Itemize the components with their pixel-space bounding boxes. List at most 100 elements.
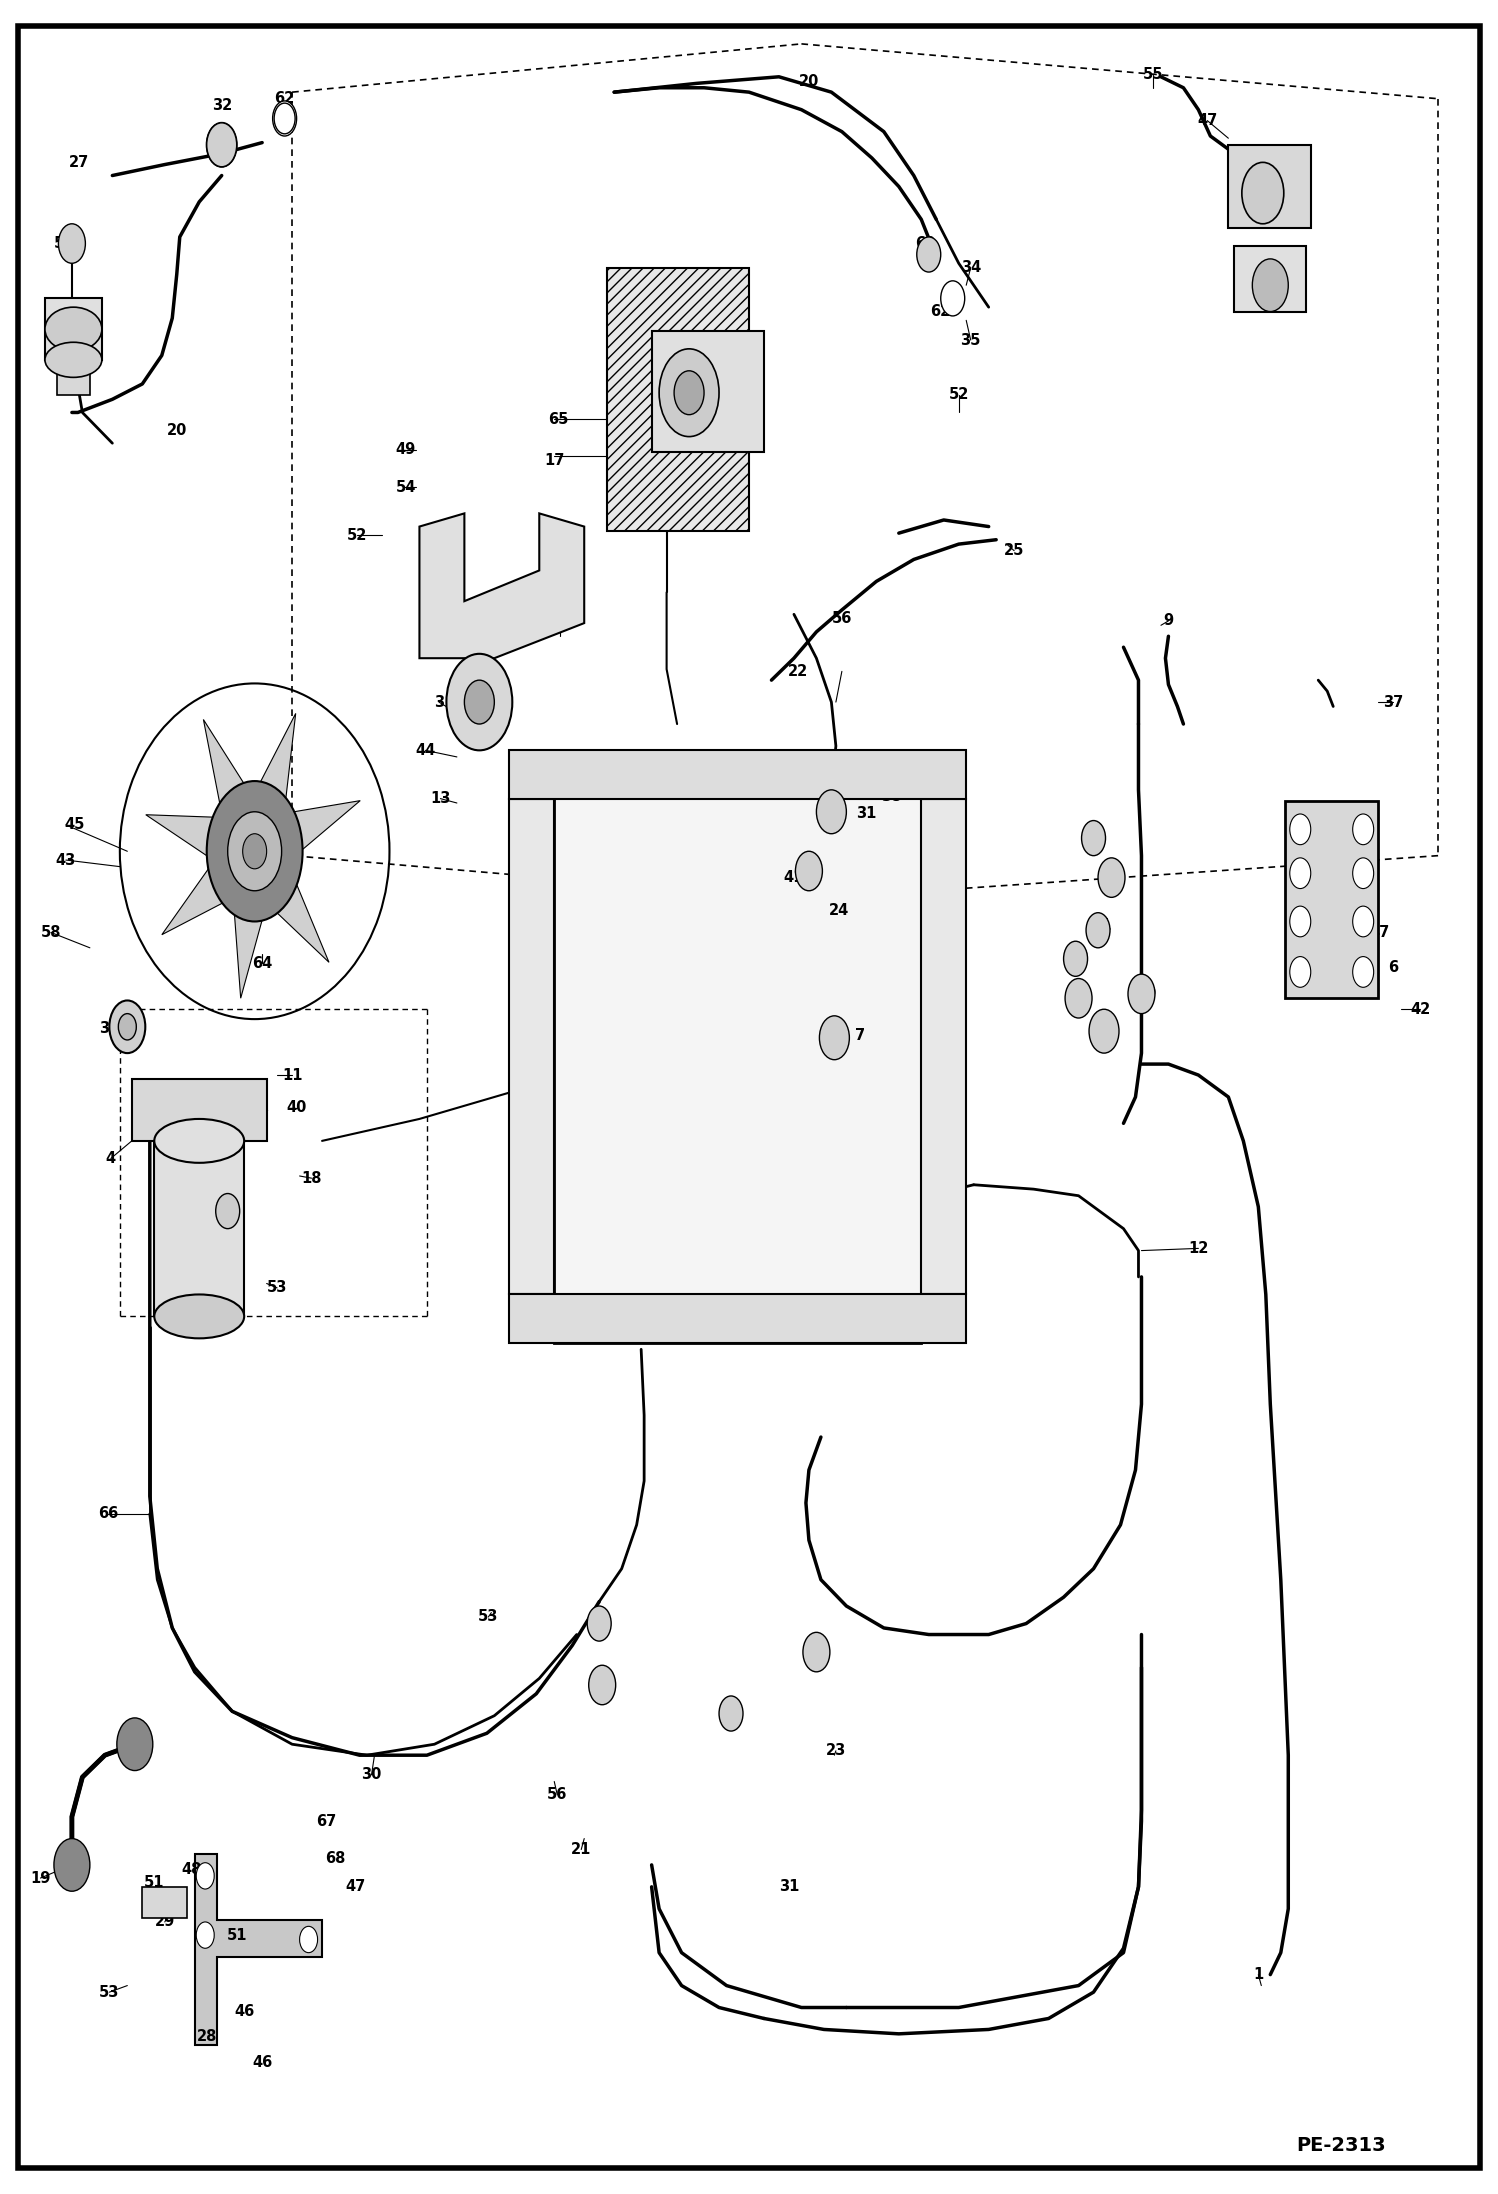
Circle shape [1290,957,1311,987]
Polygon shape [419,513,584,658]
Text: 7: 7 [812,1646,821,1659]
Text: PE-2313: PE-2313 [1296,2137,1386,2155]
Bar [142,1887,187,1918]
Circle shape [917,237,941,272]
Text: 66: 66 [97,1507,118,1520]
Text: 53: 53 [99,1986,120,1999]
Bar [554,750,921,1343]
Circle shape [1290,858,1311,889]
Text: 22: 22 [788,665,809,678]
Text: 20: 20 [166,423,187,437]
Text: 26: 26 [1320,884,1341,897]
Bar [1285,801,1378,998]
Text: 24: 24 [828,904,849,917]
Bar [45,298,102,360]
Text: 51: 51 [144,1876,165,1889]
Bar [652,331,764,452]
Text: 60: 60 [915,237,936,250]
Circle shape [719,1696,743,1731]
Text: 12: 12 [1188,1242,1209,1255]
Text: 64: 64 [252,957,273,970]
Circle shape [795,851,822,891]
Circle shape [243,834,267,869]
Text: 1: 1 [1254,1968,1263,1981]
Text: 53: 53 [478,1610,499,1624]
Text: 39: 39 [1068,950,1089,963]
Text: 34: 34 [960,261,981,274]
Text: 14: 14 [1101,869,1122,882]
Circle shape [1064,941,1088,976]
Circle shape [941,281,965,316]
Circle shape [274,103,295,134]
Text: 52: 52 [346,529,367,542]
Bar [1228,145,1311,228]
Text: 56: 56 [831,612,852,625]
Circle shape [1086,913,1110,948]
Text: 47: 47 [1197,114,1218,127]
Circle shape [273,101,297,136]
Text: 8: 8 [521,1068,530,1082]
Circle shape [1242,162,1284,224]
Text: 62: 62 [274,92,295,105]
Circle shape [228,812,282,891]
Circle shape [196,1863,214,1889]
Bar [132,1079,267,1141]
Text: 16: 16 [550,619,571,632]
Text: 33: 33 [1098,1025,1119,1038]
Text: 4: 4 [106,1152,115,1165]
Text: 56: 56 [547,1788,568,1801]
Text: 61: 61 [1091,919,1112,932]
Circle shape [1082,821,1106,856]
Circle shape [674,371,704,415]
Circle shape [216,1194,240,1229]
Text: 49: 49 [395,443,416,456]
Bar [921,799,966,1294]
Text: 41: 41 [783,871,804,884]
Text: 46: 46 [252,2056,273,2069]
Bar [607,268,749,531]
Text: 50: 50 [589,1617,610,1630]
Text: 31: 31 [779,1880,800,1893]
Circle shape [1128,974,1155,1014]
Bar [154,1141,244,1316]
Text: 42: 42 [1410,1003,1431,1016]
Circle shape [587,1606,611,1641]
Text: 7: 7 [855,1029,864,1042]
Ellipse shape [154,1119,244,1163]
Polygon shape [195,1854,322,2045]
Text: 30: 30 [361,1768,382,1782]
Text: 67: 67 [316,1814,337,1828]
Circle shape [1065,979,1092,1018]
Text: 38: 38 [881,790,902,803]
Text: 36: 36 [99,1022,120,1036]
Circle shape [1290,906,1311,937]
Text: 55: 55 [54,237,75,250]
Polygon shape [264,869,330,963]
Circle shape [816,790,846,834]
Text: 53: 53 [267,1281,288,1294]
Text: 59: 59 [1137,987,1158,1000]
Circle shape [1353,906,1374,937]
Text: 20: 20 [798,75,819,88]
Text: 21: 21 [571,1843,592,1856]
Ellipse shape [45,307,102,351]
Circle shape [207,123,237,167]
Text: 54: 54 [395,480,416,494]
Circle shape [1353,957,1374,987]
Text: 51: 51 [226,1929,247,1942]
Ellipse shape [45,342,102,377]
Circle shape [58,224,85,263]
Text: 45: 45 [64,818,85,832]
Ellipse shape [154,1294,244,1338]
Text: 35: 35 [960,333,981,347]
Bar [509,1294,966,1343]
Text: 37: 37 [1383,695,1404,709]
Circle shape [117,1718,153,1771]
Text: 41: 41 [721,1707,742,1720]
Text: 29: 29 [154,1915,175,1929]
Text: 28: 28 [196,2029,217,2043]
Bar [1234,246,1306,312]
Polygon shape [232,891,268,998]
Circle shape [1353,814,1374,845]
Text: 57: 57 [592,1678,613,1692]
